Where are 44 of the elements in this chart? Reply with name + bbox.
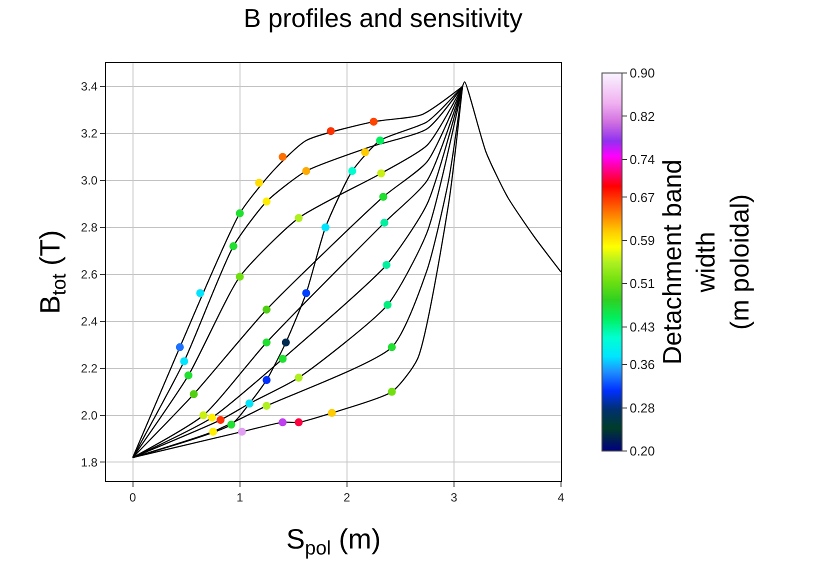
x-tick-label: 1: [236, 490, 244, 504]
point: [278, 152, 287, 161]
color-bar-label: 0.90: [630, 66, 655, 81]
x-tick-label: 3: [450, 490, 458, 504]
point: [190, 390, 198, 398]
point: [282, 338, 290, 346]
point: [384, 300, 392, 309]
point: [321, 223, 330, 232]
color-bar-label: 0.59: [630, 232, 655, 248]
color-bar-label: 0.28: [630, 400, 655, 416]
x-tick-label: 4: [558, 490, 565, 504]
point: [302, 289, 310, 298]
point: [176, 343, 184, 352]
point: [262, 376, 271, 384]
x-axis-title: S$_{pol}$ (m): [286, 524, 381, 560]
y-tick-label: 2.2: [80, 361, 98, 376]
y-tick-label: 2.4: [80, 314, 98, 329]
x-tick-label: 2: [344, 490, 351, 504]
y-tick-label: 2.6: [80, 268, 98, 282]
y-tick-label: 3.2: [80, 126, 98, 141]
point: [370, 118, 378, 126]
point: [278, 418, 287, 426]
color-bar-label: 0.43: [630, 319, 655, 334]
color-bar-label: 0.36: [630, 357, 655, 372]
point: [348, 167, 356, 176]
color-bar-label: 0.82: [630, 108, 655, 124]
point: [294, 418, 303, 426]
y-tick-label: 3.0: [80, 174, 98, 188]
color-bar-label: 0.67: [630, 190, 655, 205]
x-tick-label: 0: [129, 490, 136, 504]
color-bar-label: 0.51: [630, 276, 655, 292]
point: [376, 136, 384, 144]
y-tick-label: 2.8: [80, 220, 98, 235]
y-tick-label: 3.4: [80, 80, 98, 94]
y-tick-label: 1.8: [80, 455, 98, 470]
color-bar-label: 0.20: [630, 444, 655, 459]
chart-title: B profiles and sensitivity: [244, 2, 523, 33]
point: [238, 428, 246, 436]
y-tick-label: 2.0: [80, 408, 98, 422]
color-bar-title: Detachment band width (m poloidal): [656, 159, 755, 365]
color-bar-label: 0.74: [630, 152, 655, 167]
point: [302, 167, 310, 176]
point: [255, 178, 264, 187]
point: [262, 306, 271, 314]
